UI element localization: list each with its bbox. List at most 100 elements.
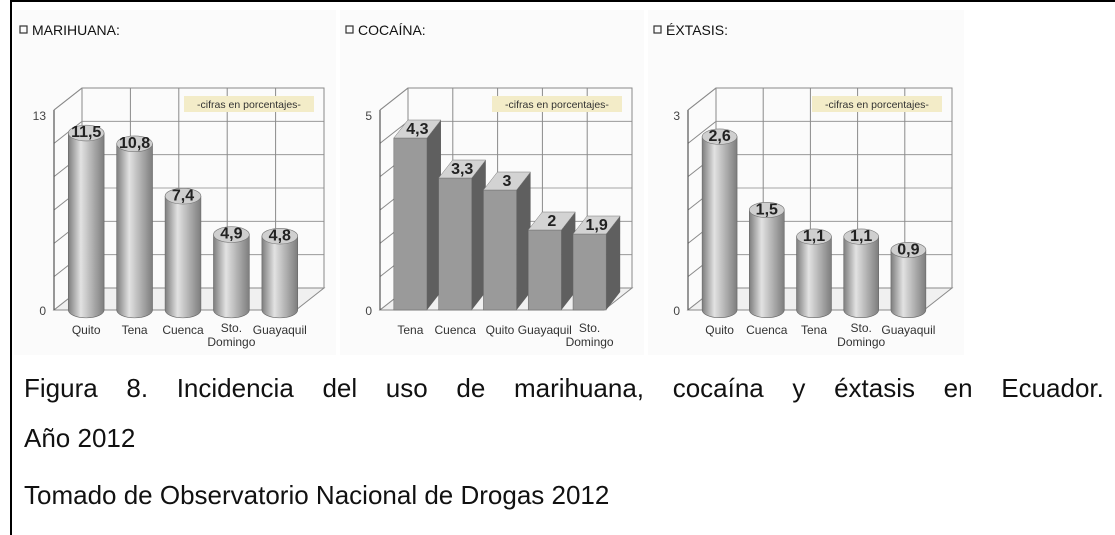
y-tick-label: 0 bbox=[39, 304, 46, 318]
data-label: 4,9 bbox=[220, 226, 242, 243]
bar-top bbox=[482, 171, 532, 191]
x-tick-label: Cuenca bbox=[162, 323, 204, 337]
x-tick-label: Sto. bbox=[579, 321, 600, 335]
x-tick-label: Guayaquil bbox=[518, 323, 572, 337]
grid-line-side bbox=[53, 120, 83, 144]
bar-group: 4,9 bbox=[213, 226, 250, 319]
bar-top bbox=[393, 119, 442, 139]
bar-cap bbox=[116, 135, 153, 153]
bar-cap bbox=[67, 124, 105, 142]
bar-group: 0,9 bbox=[890, 241, 927, 318]
data-label: 1,9 bbox=[585, 217, 607, 234]
bar-cylinder bbox=[890, 249, 927, 318]
frame-top-border bbox=[10, 0, 1115, 2]
note-box bbox=[492, 96, 622, 112]
bar-group: 7,4 bbox=[164, 187, 202, 319]
caption-word: cocaína bbox=[672, 373, 764, 403]
x-tick-label: Quito bbox=[705, 323, 734, 337]
data-label: 1,5 bbox=[756, 201, 778, 218]
data-label: 11,5 bbox=[71, 124, 101, 141]
chart-extasis: ÉXTASIS: 0 3 -cifras en porcentajes- 2,6 Quit… bbox=[653, 22, 954, 349]
note-box bbox=[184, 96, 314, 112]
data-label: 4,8 bbox=[269, 227, 291, 244]
y-tick-label: 13 bbox=[33, 109, 47, 123]
x-tick-label: Guayaquil bbox=[881, 323, 935, 337]
data-label: 3 bbox=[503, 173, 512, 190]
bar-cap bbox=[164, 187, 202, 205]
caption-word: de bbox=[456, 373, 486, 403]
units-note: -cifras en porcentajes- bbox=[505, 99, 609, 111]
bar-side bbox=[561, 212, 576, 310]
caption-word: marihuana, bbox=[513, 373, 645, 403]
chart-panel-extasis: ÉXTASIS: 0 3 -cifras en porcentajes- 2,6 Quit… bbox=[648, 10, 964, 355]
chart-title: MARIHUANA: bbox=[32, 22, 120, 38]
bar-cap bbox=[843, 228, 879, 245]
bar-group: 2 bbox=[527, 211, 576, 311]
x-tick-label: Cuenca bbox=[746, 323, 788, 337]
units-note: -cifras en porcentajes- bbox=[197, 99, 301, 111]
bar-group: 4,3 bbox=[393, 119, 442, 311]
x-tick-label: Cuenca bbox=[435, 323, 477, 337]
figure-source-line: Tomado de Observatorio Nacional de Droga… bbox=[24, 480, 610, 510]
y-tick-label: 0 bbox=[673, 304, 680, 318]
caption-word: del bbox=[322, 373, 358, 403]
x-tick-label: Quito bbox=[72, 323, 101, 337]
chart-panel-marihuana: MARIHUANA: 0 13 -cifras en porcentajes- 11,5… bbox=[14, 10, 336, 355]
bar-group: 2,6 bbox=[701, 128, 738, 318]
bar-group: 1,9 bbox=[572, 215, 621, 311]
chart-panel-cocaina: COCAÍNA: 0 5 -cifras en porcentajes- 4,3 Tena… bbox=[340, 10, 644, 355]
bar-cylinder bbox=[843, 236, 879, 318]
bar-cap bbox=[213, 226, 250, 243]
figure-caption-line2: Año 2012 bbox=[24, 423, 136, 453]
x-tick-label: Quito bbox=[486, 323, 515, 337]
grid-line-top-side bbox=[379, 87, 409, 111]
caption-word: y bbox=[792, 373, 806, 403]
bar-side bbox=[471, 160, 486, 310]
chart-marihuana: MARIHUANA: 0 13 -cifras en porcentajes- 11,5… bbox=[19, 22, 326, 349]
x-tick-label: Sto. bbox=[221, 321, 242, 335]
x-tick-label: Tena bbox=[122, 323, 148, 337]
chart-cocaina: COCAÍNA: 0 5 -cifras en porcentajes- 4,3 Tena… bbox=[345, 22, 634, 349]
chart-title: ÉXTASIS: bbox=[666, 22, 728, 38]
bar-side bbox=[516, 172, 531, 310]
note-box bbox=[812, 96, 942, 112]
bar-cylinder bbox=[67, 132, 105, 319]
x-tick-label: Sto. bbox=[851, 321, 872, 335]
units-note: -cifras en porcentajes- bbox=[825, 99, 929, 111]
bar-top bbox=[438, 159, 487, 179]
bar-side bbox=[426, 120, 441, 310]
frame-left-border bbox=[10, 0, 12, 535]
bar-front bbox=[438, 177, 473, 311]
bar-cylinder bbox=[749, 209, 785, 318]
bar-group: 3 bbox=[482, 171, 532, 311]
data-label: 0,9 bbox=[897, 241, 919, 258]
x-tick-label: Domingo bbox=[566, 335, 614, 349]
caption-word: 8. bbox=[126, 373, 149, 403]
bar-front bbox=[393, 137, 428, 311]
data-label: 1,1 bbox=[850, 228, 872, 245]
x-tick-label: Domingo bbox=[207, 335, 255, 349]
bar-group: 4,8 bbox=[261, 227, 299, 319]
bar-cylinder bbox=[116, 143, 153, 319]
bar-top bbox=[527, 211, 576, 231]
charts-figure: MARIHUANA: 0 13 -cifras en porcentajes- 11,5… bbox=[14, 10, 964, 355]
y-tick-label: 5 bbox=[365, 109, 372, 123]
data-label: 1,1 bbox=[803, 228, 825, 245]
x-tick-label: Tena bbox=[801, 323, 827, 337]
data-label: 4,3 bbox=[406, 121, 428, 138]
caption-word: en bbox=[943, 373, 973, 403]
bar-cylinder bbox=[213, 234, 250, 319]
bar-cylinder bbox=[796, 236, 832, 318]
x-tick-label: Domingo bbox=[837, 335, 885, 349]
data-label: 7,4 bbox=[172, 187, 194, 204]
grid-line-top-side bbox=[53, 87, 83, 111]
grid-line-side bbox=[687, 120, 717, 144]
bar-cap bbox=[701, 128, 738, 145]
bar-group: 1,1 bbox=[843, 228, 879, 318]
bar-cylinder bbox=[701, 136, 738, 318]
caption-word: Ecuador. bbox=[1001, 373, 1104, 403]
caption-word: éxtasis bbox=[834, 373, 915, 403]
figure-caption-line1: Figura 8. Incidencia del uso de marihuana, coca… bbox=[24, 373, 1104, 404]
y-tick-label: 3 bbox=[673, 109, 680, 123]
bar-group: 11,5 bbox=[67, 124, 105, 319]
